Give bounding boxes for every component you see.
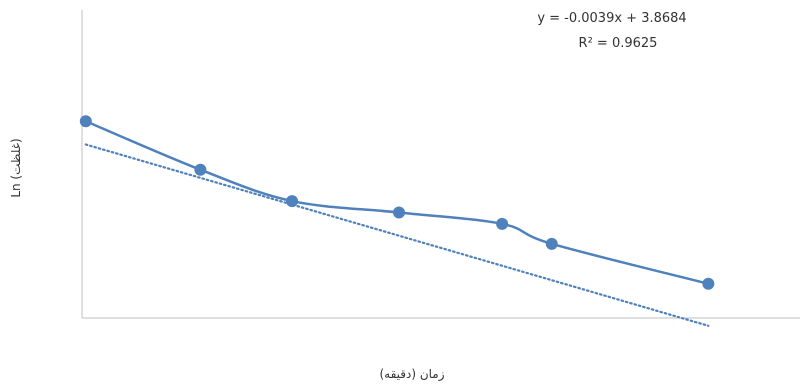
trendline-equation: y = -0.0039x + 3.8684 (537, 11, 686, 26)
trendline-layer (84, 143, 710, 327)
data-point (392, 206, 405, 219)
data-point (79, 115, 92, 128)
r-squared-label: R² = 0.9625 (579, 36, 658, 51)
x-axis-title: زمان (دقیقه) (379, 367, 444, 382)
data-point (496, 217, 509, 230)
series-line-0 (85, 120, 709, 285)
linear-trendline (84, 143, 710, 327)
data-point (545, 237, 558, 250)
data-point (286, 195, 299, 208)
series-layer (79, 115, 715, 290)
data-point (702, 277, 715, 290)
y-axis-title: Ln (غلظت) (9, 138, 23, 197)
data-point (194, 163, 207, 176)
